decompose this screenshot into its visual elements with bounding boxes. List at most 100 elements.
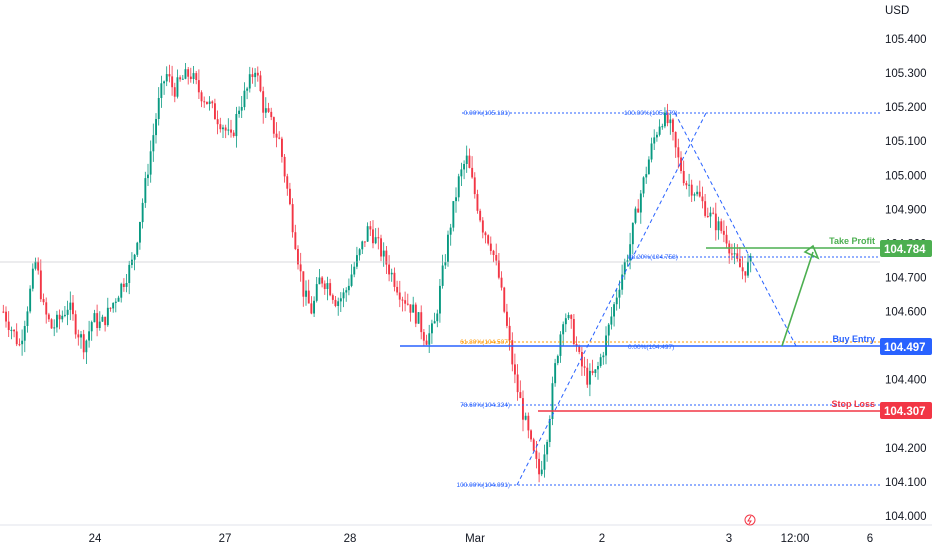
candle-body	[305, 290, 307, 297]
candle-body	[125, 283, 128, 287]
candle-body	[2, 311, 5, 313]
candle-body	[736, 253, 739, 259]
y-tick-label: 105.000	[885, 170, 927, 182]
candle-body	[23, 326, 26, 341]
candle-body	[318, 277, 321, 285]
candle-body	[90, 322, 93, 332]
candle-body	[519, 392, 522, 399]
candle-body	[264, 108, 267, 113]
candle-body	[246, 88, 249, 91]
candle-body	[238, 110, 240, 114]
candle-body	[460, 169, 463, 177]
candle-body	[709, 212, 712, 217]
candle-body	[506, 311, 508, 326]
candle-body	[42, 299, 45, 303]
candle-body	[122, 283, 125, 287]
candle-body	[18, 344, 21, 346]
candle-body	[197, 80, 200, 93]
candle-body	[559, 334, 562, 356]
stop-loss-badge	[880, 402, 932, 419]
candle-body	[532, 439, 535, 451]
candle-body	[524, 415, 527, 420]
candle-body	[251, 74, 254, 77]
candle-body	[313, 300, 315, 314]
candle-body	[674, 132, 677, 148]
candle-body	[152, 135, 155, 152]
candle-body	[380, 238, 382, 257]
candle-body	[701, 196, 704, 202]
candle-body	[388, 264, 390, 275]
candle-body	[538, 458, 540, 475]
candle-body	[578, 346, 581, 352]
candle-body	[696, 191, 699, 195]
price-axis[interactable]: USD 104.000104.100104.200104.300104.4001…	[880, 0, 932, 525]
candle-body	[546, 442, 549, 455]
candle-body	[390, 272, 393, 275]
candle-body	[449, 227, 452, 235]
candle-body	[120, 283, 123, 298]
candle-body	[240, 107, 243, 111]
candle-body	[717, 221, 720, 231]
candle-body	[484, 232, 487, 236]
candle-body	[583, 366, 586, 368]
candle-body	[602, 355, 605, 358]
candle-body	[530, 430, 532, 440]
candle-body	[645, 174, 648, 178]
x-tick-label: Mar	[465, 533, 485, 545]
candle-body	[607, 324, 610, 336]
candle-body	[425, 340, 428, 345]
candle-body	[497, 260, 500, 278]
y-tick-label: 104.900	[885, 204, 927, 216]
candle-body	[39, 270, 42, 300]
candle-body	[366, 226, 369, 242]
candle-body	[114, 301, 117, 303]
candle-body	[206, 101, 208, 104]
candle-body	[104, 316, 107, 326]
time-axis[interactable]: 24 27 28 Mar 2 3 12:00 6	[0, 514, 932, 545]
candle-body	[431, 323, 433, 334]
candle-body	[690, 184, 693, 196]
x-tick-label: 24	[89, 533, 102, 545]
candle-body	[444, 262, 447, 266]
candle-body	[112, 302, 115, 309]
overlays-layer: 0.00%(105.181) 61.80%(104.507) 78.60%(10…	[0, 110, 880, 489]
candle-body	[53, 327, 56, 329]
candle-body	[45, 302, 48, 315]
x-tick-label: 12:00	[781, 533, 810, 545]
candle-body	[626, 260, 629, 262]
candle-body	[500, 277, 503, 288]
candle-body	[722, 230, 725, 235]
candle-body	[310, 303, 313, 314]
y-tick-labels: 104.000104.100104.200104.300104.400104.5…	[885, 34, 927, 523]
projection-arrowhead	[803, 244, 820, 260]
candle-body	[131, 259, 133, 265]
lightning-icon[interactable]	[744, 514, 756, 526]
candle-body	[345, 290, 348, 293]
candle-body	[326, 283, 329, 289]
candle-body	[481, 220, 484, 233]
candle-body	[208, 101, 211, 104]
candle-body	[465, 155, 468, 164]
candle-body	[594, 369, 597, 373]
candle-body	[406, 303, 409, 305]
candle-body	[412, 304, 415, 313]
candle-body	[157, 98, 160, 119]
candle-body	[731, 253, 733, 255]
candle-body	[554, 363, 557, 384]
candle-body	[128, 264, 131, 283]
candle-body	[133, 254, 136, 260]
candle-body	[744, 271, 747, 276]
candle-body	[149, 151, 152, 175]
candle-body	[331, 295, 334, 300]
candle-body	[658, 126, 661, 135]
candle-body	[706, 216, 709, 217]
candle-body	[189, 76, 192, 79]
candle-body	[720, 221, 723, 231]
candle-body	[441, 265, 444, 286]
candle-body	[299, 264, 302, 272]
candle-body	[203, 101, 206, 103]
candle-body	[200, 92, 203, 102]
candle-body	[492, 250, 495, 255]
candle-body	[109, 307, 112, 309]
